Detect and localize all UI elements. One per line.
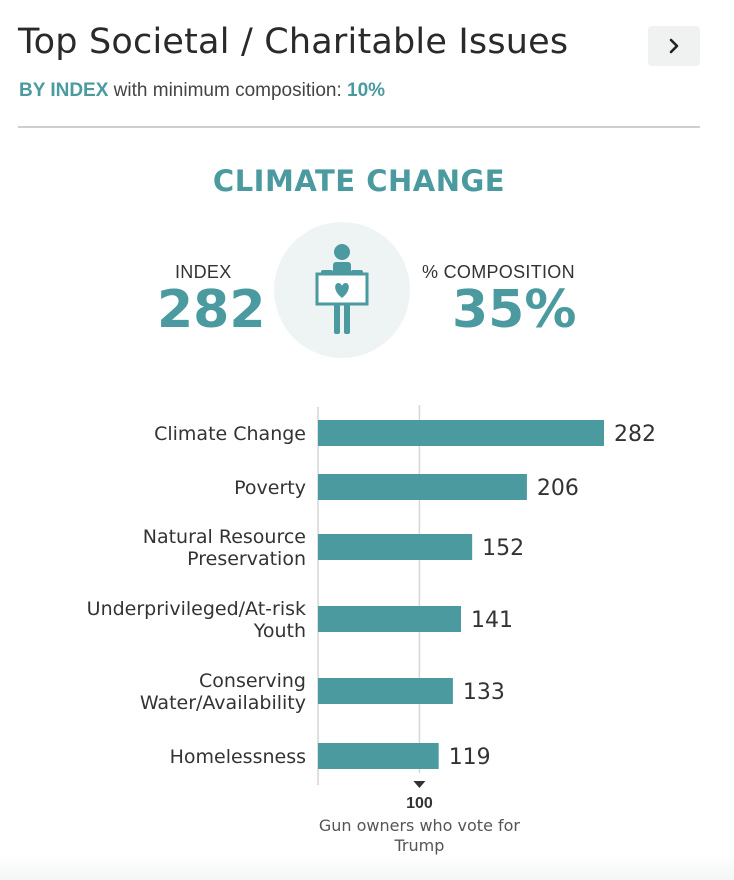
category-label: Climate Change: [154, 423, 306, 445]
category-label: Natural Resource: [143, 526, 306, 548]
bar-value-label: 141: [471, 608, 513, 633]
bar-value-label: 282: [614, 422, 656, 447]
category-label: Poverty: [234, 477, 306, 499]
category-label: Water/Availability: [140, 692, 306, 714]
header-divider: [18, 126, 700, 128]
bar-value-label: 133: [463, 680, 505, 705]
category-label: Conserving: [199, 670, 306, 692]
bar[interactable]: [318, 606, 461, 632]
category-label: Youth: [253, 620, 306, 642]
composition-value: 35%: [452, 280, 577, 340]
issue-icon-circle: [274, 222, 410, 358]
bar-value-label: 206: [537, 476, 579, 501]
bar[interactable]: [318, 474, 527, 500]
reference-marker-icon: [413, 781, 426, 788]
bar-value-label: 152: [482, 536, 524, 561]
category-label: Underprivileged/At-risk: [87, 598, 306, 620]
min-composition-value[interactable]: 10%: [347, 80, 386, 101]
reference-caption: Trump: [393, 836, 444, 855]
chevron-right-icon: [669, 38, 679, 54]
index-value: 282: [157, 280, 266, 340]
bar[interactable]: [318, 534, 473, 560]
featured-issue-title: CLIMATE CHANGE: [212, 164, 506, 198]
category-label: Preservation: [187, 548, 306, 570]
index-label: INDEX: [175, 262, 232, 282]
composition-label: % COMPOSITION: [422, 262, 575, 282]
subtitle-text: with minimum composition:: [108, 80, 348, 101]
bar[interactable]: [318, 743, 439, 769]
subtitle: BY INDEX with minimum composition: 10%: [19, 80, 385, 102]
next-button[interactable]: [648, 26, 700, 66]
bar[interactable]: [318, 678, 453, 704]
reference-value-label: 100: [406, 795, 433, 812]
bar[interactable]: [318, 420, 604, 446]
page-title: Top Societal / Charitable Issues: [18, 22, 569, 62]
category-label: Homelessness: [170, 746, 306, 768]
bar-value-label: 119: [449, 745, 491, 770]
person-holding-heart-sign-icon: [315, 244, 369, 334]
bottom-fade: [0, 856, 734, 880]
reference-caption: Gun owners who vote for: [319, 816, 521, 835]
sort-mode-label[interactable]: BY INDEX: [19, 80, 109, 101]
